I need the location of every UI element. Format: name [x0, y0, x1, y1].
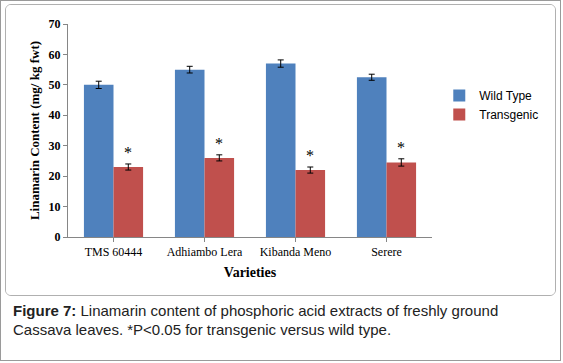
- svg-text:Transgenic: Transgenic: [479, 108, 538, 122]
- svg-text:TMS 60444: TMS 60444: [85, 245, 143, 259]
- svg-text:Varieties: Varieties: [224, 265, 277, 280]
- svg-text:Wild Type: Wild Type: [479, 89, 532, 103]
- svg-text:Kibanda Meno: Kibanda Meno: [260, 245, 332, 259]
- svg-text:60: 60: [49, 48, 61, 62]
- svg-text:Linamarin Content (mg/ kg fwt): Linamarin Content (mg/ kg fwt): [27, 41, 42, 220]
- html-text:Figure 7: Linamarin content of: Figure 7: Linamarin content of phosphori…: [13, 302, 499, 338]
- svg-text:*: *: [397, 139, 405, 156]
- svg-text:40: 40: [49, 108, 61, 122]
- svg-text:10: 10: [49, 200, 61, 214]
- svg-text:70: 70: [49, 17, 61, 31]
- svg-text:Adhiambo Lera: Adhiambo Lera: [167, 245, 243, 259]
- svg-text:50: 50: [49, 78, 61, 92]
- svg-text:30: 30: [49, 139, 61, 153]
- svg-text:Serere: Serere: [371, 245, 402, 259]
- svg-text:*: *: [306, 147, 314, 164]
- svg-text:0: 0: [55, 230, 61, 244]
- svg-text:*: *: [124, 144, 132, 161]
- svg-text:*: *: [215, 135, 223, 152]
- svg-text:20: 20: [49, 169, 61, 183]
